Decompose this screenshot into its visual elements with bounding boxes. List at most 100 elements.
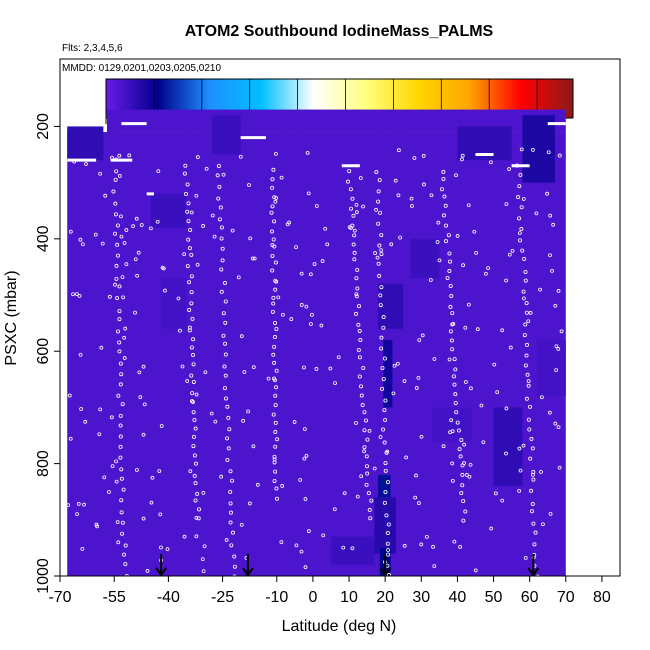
x-tick-label: 70: [557, 589, 575, 606]
sample-point: [556, 425, 561, 430]
flight-track-point: [532, 542, 537, 547]
flight-track-point: [524, 353, 529, 358]
flight-track-point: [191, 337, 196, 342]
flight-track-point: [274, 368, 279, 373]
flight-track-point: [523, 363, 528, 368]
sample-point: [504, 406, 509, 411]
sample-point: [463, 325, 468, 330]
flight-track-point: [193, 498, 198, 503]
sample-point: [133, 257, 138, 262]
flight-track-point: [369, 498, 374, 503]
sample-point: [141, 432, 146, 437]
flight-track-point: [383, 468, 388, 473]
flight-track-point: [117, 317, 122, 322]
sample-point: [419, 542, 424, 547]
sample-point: [517, 231, 522, 236]
sample-point: [158, 512, 163, 517]
flight-track-point: [526, 417, 531, 422]
flight-track-point: [272, 195, 277, 200]
x-tick-label: -70: [48, 589, 71, 606]
sample-point: [414, 386, 419, 390]
sample-point: [398, 235, 403, 240]
sample-point: [517, 446, 522, 451]
flight-track-point: [516, 195, 521, 200]
flight-track-point: [456, 428, 461, 433]
heatmap-cell: [493, 407, 523, 487]
flight-track-point: [271, 412, 276, 417]
latitude-arrows: [155, 554, 540, 576]
flight-track-point: [385, 541, 390, 546]
flight-track-point: [527, 427, 532, 432]
flight-track-point: [355, 286, 360, 291]
flight-track-point: [376, 189, 381, 194]
flights-label: Flts: 2,3,4,5,6: [62, 43, 123, 54]
sample-point: [78, 352, 83, 357]
sample-point: [274, 196, 279, 200]
sample-point: [422, 182, 426, 187]
sample-point: [274, 279, 279, 284]
x-tick-label: 50: [485, 589, 503, 606]
flight-track-point: [520, 248, 525, 253]
sample-point: [362, 449, 367, 454]
flight-track-point: [118, 382, 123, 387]
flight-track-point: [345, 179, 350, 184]
sample-point: [386, 548, 390, 552]
flight-track-point: [195, 491, 200, 496]
flight-track-point: [351, 213, 356, 218]
flight-track-point: [112, 231, 117, 236]
sample-point: [483, 271, 488, 276]
flight-track-point: [460, 483, 465, 488]
sample-point: [507, 252, 512, 257]
sample-point: [548, 253, 552, 258]
sample-point: [342, 491, 347, 496]
flight-track-point: [366, 491, 371, 496]
flight-track-point: [191, 434, 196, 439]
flight-track-point: [364, 482, 369, 487]
heatmap-background: [67, 132, 566, 576]
sample-point: [273, 378, 277, 383]
flight-track-point: [225, 436, 230, 441]
flight-track-point: [530, 509, 535, 514]
flight-track-point: [385, 480, 390, 485]
sample-point: [294, 543, 299, 548]
flight-track-point: [269, 210, 274, 215]
sample-point: [302, 456, 307, 461]
flight-track-point: [379, 233, 384, 238]
flight-track-point: [189, 345, 194, 350]
flight-track-point: [229, 543, 234, 548]
y-tick-label: 400: [35, 225, 52, 252]
sample-point: [358, 176, 363, 180]
flight-track-point: [272, 454, 277, 459]
sample-point: [523, 556, 528, 560]
sample-point: [449, 418, 454, 423]
sample-point: [182, 534, 187, 539]
sample-point: [251, 444, 256, 449]
flight-track-point: [449, 338, 454, 343]
sample-point: [547, 410, 552, 415]
sample-point: [252, 256, 257, 261]
sample-point: [519, 147, 524, 152]
flight-track-point: [357, 374, 362, 379]
flight-track-point: [381, 315, 386, 320]
flight-track-point: [379, 285, 384, 290]
sample-point: [97, 432, 102, 437]
sample-point: [134, 468, 139, 472]
flight-track-point: [379, 335, 384, 340]
flight-track-point: [356, 322, 361, 327]
sample-point: [463, 380, 468, 384]
sample-point: [94, 522, 99, 527]
flight-track-point: [217, 217, 222, 222]
flight-track-point: [463, 509, 468, 514]
flight-track-point: [225, 404, 230, 409]
sample-point: [454, 173, 458, 178]
sample-point: [413, 495, 418, 500]
flight-track-point: [530, 446, 535, 451]
flight-track-point: [272, 478, 277, 483]
flight-track-point: [364, 464, 369, 469]
flight-track-point: [380, 365, 385, 370]
sample-point: [389, 242, 394, 247]
sample-point: [279, 540, 284, 545]
flight-track-point: [459, 437, 464, 442]
sample-point: [450, 478, 455, 483]
sample-point: [66, 503, 71, 508]
